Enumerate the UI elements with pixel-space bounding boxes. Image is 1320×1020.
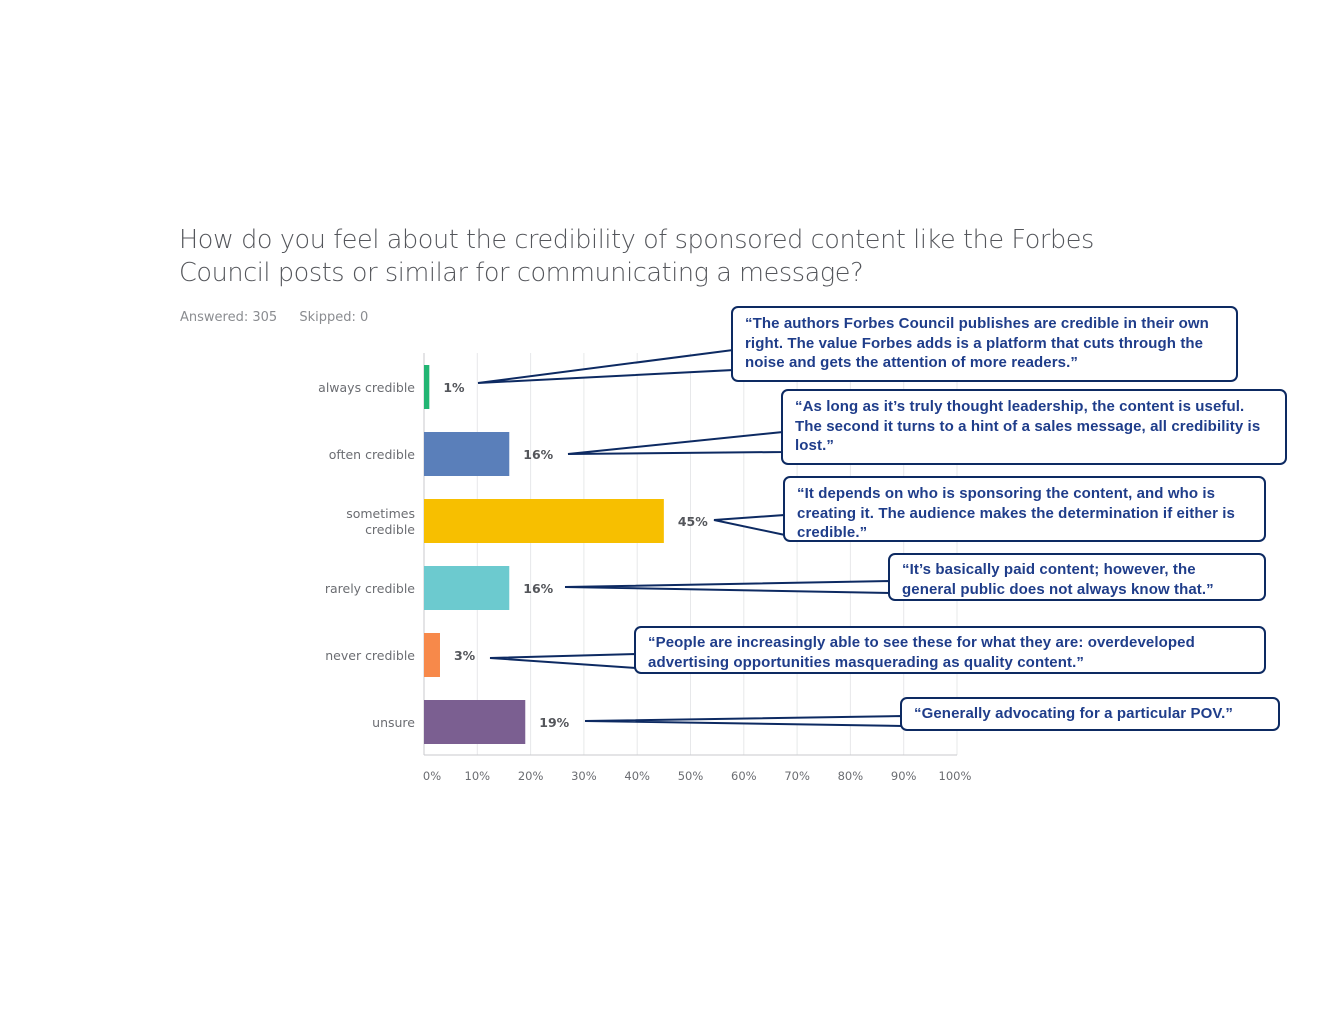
x-tick-label: 30% (571, 769, 597, 783)
quote-callout-1: “The authors Forbes Council publishes ar… (731, 306, 1238, 382)
callout-pointer (567, 430, 784, 455)
x-tick-label: 20% (518, 769, 544, 783)
quote-text-2: “As long as it’s truly thought leadershi… (795, 398, 1261, 454)
category-label: always credible (318, 380, 415, 395)
quote-text-4: “It’s basically paid content; however, t… (902, 561, 1214, 598)
bar (424, 700, 526, 744)
data-label: 45% (678, 514, 708, 529)
answered-count: Answered: 305 (180, 310, 278, 325)
data-label: 16% (523, 447, 553, 462)
data-label: 1% (443, 380, 465, 395)
quote-text-6: “Generally advocating for a particular P… (914, 705, 1233, 722)
x-tick-label: 40% (624, 769, 650, 783)
x-tick-label: 90% (891, 769, 917, 783)
response-stats: Answered: 305 Skipped: 0 (180, 310, 386, 325)
category-label: unsure (372, 715, 415, 730)
x-tick-label: 60% (731, 769, 757, 783)
category-label: often credible (329, 447, 416, 462)
quote-text-3: “It depends on who is sponsoring the con… (797, 485, 1235, 541)
quote-callout-4: “It’s basically paid content; however, t… (888, 553, 1266, 601)
bar (424, 633, 440, 677)
x-tick-label: 0% (423, 769, 441, 783)
data-label: 3% (454, 648, 476, 663)
callout-pointer (564, 579, 891, 595)
quote-callout-6: “Generally advocating for a particular P… (900, 697, 1280, 731)
category-label: credible (365, 522, 415, 537)
quote-callout-3: “It depends on who is sponsoring the con… (783, 476, 1266, 542)
callout-pointer (489, 652, 637, 670)
category-label: never credible (325, 648, 415, 663)
category-label: rarely credible (325, 581, 415, 596)
callout-pointer (584, 714, 903, 728)
x-tick-label: 10% (465, 769, 491, 783)
x-tick-label: 80% (838, 769, 864, 783)
x-tick-label: 100% (939, 769, 972, 783)
category-label: sometimes (346, 506, 415, 521)
quote-callout-5: “People are increasingly able to see the… (634, 626, 1266, 674)
data-label: 16% (523, 581, 553, 596)
bar (424, 499, 664, 543)
callout-pointer (477, 348, 734, 384)
callout-pointer (713, 513, 786, 537)
quote-text-1: “The authors Forbes Council publishes ar… (745, 315, 1209, 371)
quote-text-5: “People are increasingly able to see the… (648, 634, 1195, 671)
x-tick-label: 50% (678, 769, 704, 783)
quote-callout-2: “As long as it’s truly thought leadershi… (781, 389, 1287, 465)
data-label: 19% (539, 715, 569, 730)
skipped-count: Skipped: 0 (299, 310, 369, 325)
bar (424, 365, 430, 409)
question-title: How do you feel about the credibility of… (179, 225, 1094, 288)
bar (424, 432, 510, 476)
x-tick-label: 70% (784, 769, 810, 783)
bar (424, 566, 510, 610)
